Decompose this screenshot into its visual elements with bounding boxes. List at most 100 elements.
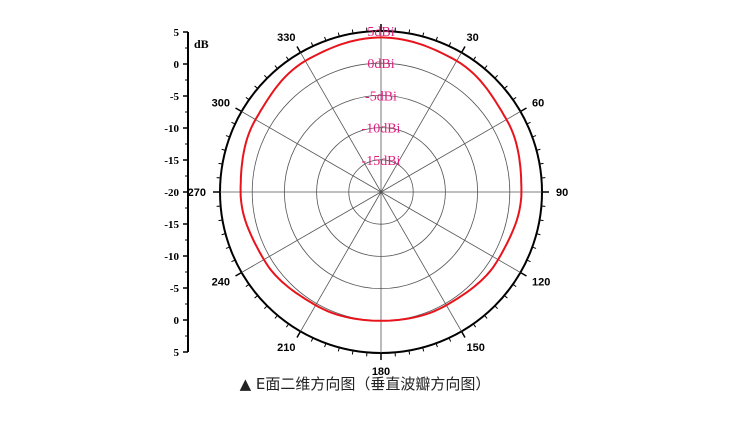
scale-tick-label: -5 <box>170 91 180 103</box>
angle-minor-tick <box>526 121 531 125</box>
angle-minor-tick <box>310 42 314 47</box>
angle-labels: 30 60 90 120 150 180 210 240 270 300 330 <box>188 32 569 378</box>
angle-minor-tick <box>504 85 508 89</box>
angle-minor-tick <box>422 347 425 352</box>
angle-minor-tick <box>484 315 488 319</box>
angle-minor-tick <box>337 347 340 352</box>
scale-tick-label: -5 <box>170 283 180 295</box>
grid-spoke <box>380 111 521 193</box>
angle-minor-tick <box>504 295 508 299</box>
angle-minor-tick <box>351 29 354 34</box>
grid-spoke <box>380 52 462 193</box>
angle-major-tick <box>460 331 466 338</box>
angle-major-tick <box>296 46 302 53</box>
angle-minor-tick <box>324 36 327 41</box>
angle-minor-tick <box>526 259 531 263</box>
angle-label: 270 <box>188 187 206 199</box>
angle-minor-tick <box>225 246 230 249</box>
angle-minor-tick <box>225 135 230 138</box>
scale-tick-label: -10 <box>164 251 179 263</box>
angle-minor-tick <box>448 42 452 47</box>
angle-label: 300 <box>212 98 230 110</box>
angle-minor-tick <box>536 148 541 151</box>
angle-minor-tick <box>539 162 544 165</box>
angle-major-tick <box>460 46 466 53</box>
scale-tick-label: -15 <box>164 155 179 167</box>
angle-minor-tick <box>435 343 438 348</box>
angle-minor-tick <box>263 305 268 310</box>
angle-minor-tick <box>494 305 499 310</box>
angle-minor-tick <box>218 219 223 222</box>
grid-spoke <box>241 191 382 273</box>
angle-minor-tick <box>532 246 537 249</box>
angle-label: 60 <box>532 98 544 110</box>
scale-tick-label: -15 <box>164 219 179 231</box>
scale-tick-label: 5 <box>174 347 180 359</box>
angle-minor-tick <box>324 343 327 348</box>
angle-major-tick <box>520 271 527 277</box>
angle-label: 120 <box>532 277 550 289</box>
angle-major-tick <box>296 331 302 338</box>
angle-label: 150 <box>467 342 485 354</box>
grid-spoke <box>380 191 521 273</box>
grid-spoke <box>300 191 382 332</box>
angle-minor-tick <box>310 337 314 342</box>
angle-minor-tick <box>245 283 250 288</box>
angle-major-tick <box>520 107 527 113</box>
angle-minor-tick <box>221 233 226 236</box>
angle-minor-tick <box>221 148 226 151</box>
ring-label: -10dBi <box>362 122 401 137</box>
grid-spoke <box>380 191 462 332</box>
angle-minor-tick <box>532 135 537 138</box>
angle-minor-tick <box>218 162 223 165</box>
angle-label: 210 <box>277 342 295 354</box>
angle-minor-tick <box>245 96 250 101</box>
angle-minor-tick <box>472 323 477 328</box>
angle-minor-tick <box>231 121 236 125</box>
ring-label: -15dBi <box>362 154 401 169</box>
angle-minor-tick <box>285 56 290 61</box>
angle-minor-tick <box>536 233 541 236</box>
ring-label: 5dBi <box>367 25 394 40</box>
scale-tick-label: 0 <box>174 315 180 327</box>
angle-minor-tick <box>512 96 517 101</box>
scale-tick-label: 5 <box>174 27 180 39</box>
chart-caption: ▲ E面二维方向图（垂直波瓣方向图） <box>239 375 491 393</box>
angle-minor-tick <box>408 29 411 34</box>
angle-minor-tick <box>494 74 499 79</box>
angle-label: 330 <box>277 32 295 44</box>
angle-minor-tick <box>231 259 236 263</box>
angle-major-tick <box>235 271 242 277</box>
angle-label: 180 <box>372 366 390 378</box>
pattern-series-line <box>239 36 523 322</box>
angle-minor-tick <box>512 283 517 288</box>
angle-minor-tick <box>472 56 477 61</box>
angle-minor-tick <box>274 315 278 319</box>
angle-minor-tick <box>285 323 290 328</box>
grid-spoke <box>300 52 382 193</box>
angle-minor-tick <box>274 65 278 69</box>
scale-tick-label: -20 <box>164 187 179 199</box>
polar-grid <box>219 30 543 354</box>
grid-spoke <box>241 111 382 193</box>
angle-minor-tick <box>351 350 354 355</box>
angle-minor-tick <box>484 65 488 69</box>
scale-tick-label: -10 <box>164 123 179 135</box>
angle-minor-tick <box>254 85 258 89</box>
angle-minor-tick <box>422 32 425 37</box>
angle-minor-tick <box>539 219 544 222</box>
angle-label: 90 <box>556 187 568 199</box>
scale-tick-label: 0 <box>174 59 180 71</box>
ring-label: 0dBi <box>367 57 394 72</box>
angle-minor-tick <box>263 74 268 79</box>
angle-minor-tick <box>435 36 438 41</box>
outer-angle-ticks <box>213 24 549 360</box>
angle-label: 30 <box>467 32 479 44</box>
angle-label: 240 <box>212 277 230 289</box>
ring-label: -5dBi <box>365 89 397 104</box>
angle-minor-tick <box>254 295 258 299</box>
angle-minor-tick <box>337 32 340 37</box>
angle-minor-tick <box>448 337 452 342</box>
radial-scale-axis: 5 0 -5 -10 -15 -20 -15 -10 -5 0 5 <box>164 27 189 359</box>
